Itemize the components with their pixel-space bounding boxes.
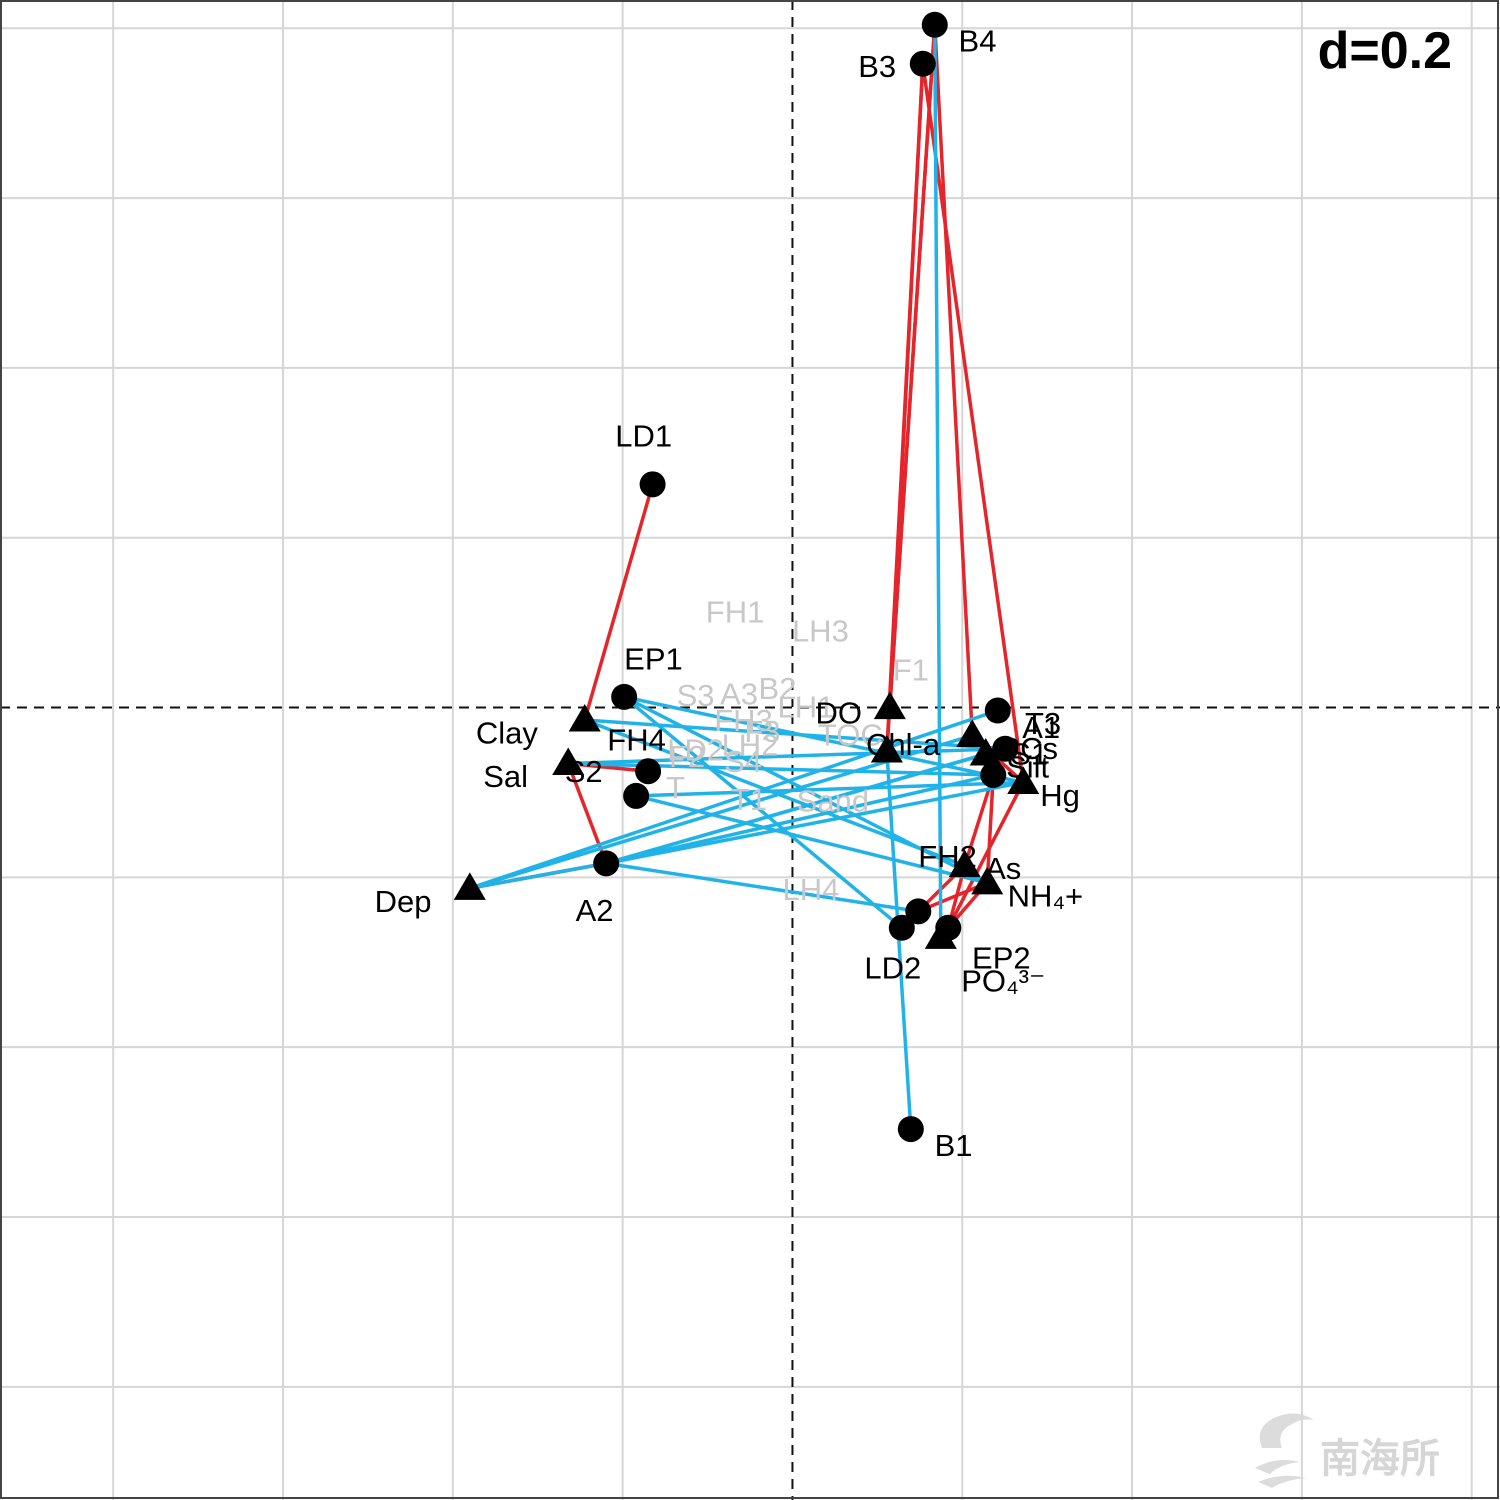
- point-label: S1: [1010, 736, 1048, 771]
- point-marker: [635, 758, 662, 785]
- triangle-marker: [948, 849, 981, 878]
- point-marker: [623, 782, 650, 809]
- point-marker: [909, 50, 936, 77]
- link-red: [566, 762, 608, 864]
- link-blue: [635, 794, 988, 885]
- faint-label: LH1: [778, 690, 835, 725]
- link-blue: [605, 861, 919, 914]
- faint-label: F1: [893, 653, 929, 688]
- point-label: Hg: [1040, 778, 1080, 813]
- point-label: Sal: [483, 759, 528, 794]
- point-label: A2: [576, 893, 614, 928]
- point-marker: [921, 11, 948, 38]
- point-label: EP2: [972, 940, 1031, 975]
- point-marker: [888, 914, 915, 941]
- point-label: A1: [1022, 710, 1060, 745]
- link-red: [933, 24, 975, 736]
- link-blue: [636, 780, 1024, 798]
- faint-label: Sand: [797, 783, 869, 818]
- triangle-marker: [568, 704, 601, 732]
- faint-label: T1: [731, 782, 767, 817]
- triangle-marker: [870, 735, 903, 763]
- faint-label: FH3: [714, 703, 773, 738]
- faint-label: FH1: [706, 595, 765, 630]
- faint-label: TOC: [818, 718, 883, 753]
- point-label: T3: [1025, 706, 1061, 741]
- scale-label: d=0.2: [1318, 22, 1452, 80]
- point-label: EP1: [624, 641, 683, 676]
- triangle-marker: [873, 691, 906, 720]
- faint-label: LH3: [792, 614, 849, 649]
- link-blue: [584, 718, 1006, 751]
- point-label: PO₄³⁻: [961, 963, 1045, 998]
- watermark-logo-icon: [1255, 1413, 1314, 1488]
- point-label: Dep: [375, 884, 432, 919]
- link-blue: [623, 695, 1024, 785]
- faint-label: S3: [677, 678, 715, 713]
- watermark: 南海所: [1255, 1413, 1440, 1488]
- triangle-marker: [956, 719, 989, 748]
- faint-label: A3: [720, 677, 758, 712]
- link-red: [946, 781, 1025, 929]
- point-label: FH4: [607, 723, 666, 758]
- point-marker: [992, 735, 1019, 762]
- triangle-marker: [453, 872, 486, 900]
- point-marker: [897, 1116, 924, 1143]
- link-blue: [605, 780, 1024, 866]
- faint-label: T: [666, 770, 685, 805]
- point-label: PCs: [999, 731, 1058, 766]
- point-marker: [984, 697, 1011, 724]
- faint-label: B2: [759, 671, 797, 706]
- faint-label: LH2: [722, 727, 779, 762]
- faint-label: LH4: [783, 872, 840, 907]
- watermark-text: 南海所: [1320, 1437, 1440, 1481]
- point-label: B1: [935, 1128, 973, 1163]
- link-blue: [469, 861, 607, 891]
- point-label: B4: [959, 24, 997, 59]
- point-label: B3: [858, 49, 896, 84]
- link-red: [921, 63, 1025, 783]
- faint-label: F2: [669, 739, 705, 774]
- triangle-marker: [971, 866, 1004, 895]
- link-blue: [605, 773, 994, 866]
- link-blue: [605, 752, 987, 866]
- triangle-marker: [924, 921, 957, 949]
- point-label: NH₄+: [1008, 878, 1084, 913]
- faint-label: F3: [744, 714, 780, 749]
- triangle-marker: [552, 747, 585, 776]
- faint-label: S4: [724, 744, 762, 779]
- faint-label: LD2: [667, 733, 724, 768]
- point-label: DO: [815, 696, 862, 731]
- point-marker: [639, 471, 666, 498]
- point-marker: [593, 850, 620, 877]
- link-red: [583, 483, 655, 721]
- link-red: [888, 63, 925, 708]
- triangle-marker: [969, 737, 1002, 766]
- point-marker: [905, 898, 932, 925]
- point-label: LD2: [864, 950, 921, 985]
- link-red: [985, 774, 996, 883]
- point-label: LD1: [615, 419, 672, 454]
- point-marker: [980, 761, 1007, 788]
- point-marker: [611, 683, 638, 710]
- point-label: Chl-a: [866, 727, 941, 762]
- link-blue: [623, 695, 903, 930]
- point-label: Clay: [476, 716, 539, 751]
- link-blue: [469, 708, 999, 890]
- triangle-marker: [1007, 766, 1040, 794]
